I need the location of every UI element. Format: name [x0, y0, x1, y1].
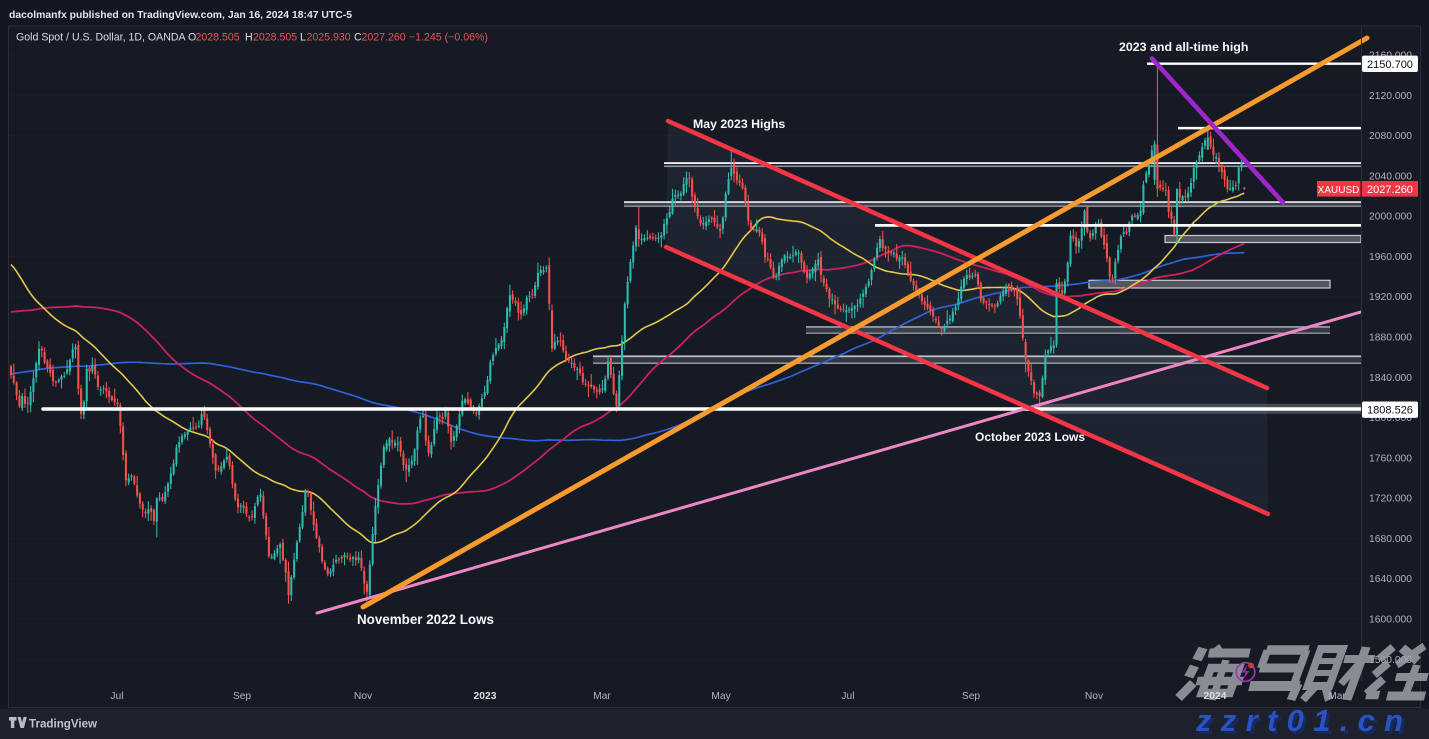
svg-text:1680.000: 1680.000 [1369, 534, 1412, 545]
svg-text:XAUUSD: XAUUSD [1318, 185, 1360, 196]
svg-text:Mar: Mar [1328, 691, 1346, 702]
svg-text:2024: 2024 [1204, 691, 1227, 702]
svg-text:−1.245 (−0.06%): −1.245 (−0.06%) [409, 32, 488, 44]
svg-text:Sep: Sep [233, 691, 252, 702]
svg-text:Nov: Nov [354, 691, 373, 702]
svg-text:Sep: Sep [962, 691, 981, 702]
svg-text:H: H [245, 32, 253, 44]
svg-text:1840.000: 1840.000 [1369, 373, 1412, 384]
svg-text:2080.000: 2080.000 [1369, 131, 1412, 142]
svg-text:1808.526: 1808.526 [1367, 405, 1413, 417]
svg-text:2027.260: 2027.260 [1367, 184, 1413, 196]
svg-text:2023 and all-time high: 2023 and all-time high [1119, 40, 1248, 54]
svg-text:2023: 2023 [474, 691, 497, 702]
svg-text:1640.000: 1640.000 [1369, 574, 1412, 585]
svg-text:1960.000: 1960.000 [1369, 252, 1412, 263]
svg-text:O: O [188, 32, 196, 44]
svg-text:2025.930: 2025.930 [307, 32, 351, 44]
svg-text:October 2023 Lows: October 2023 Lows [975, 430, 1085, 444]
svg-text:2028.505: 2028.505 [253, 32, 297, 44]
svg-text:1720.000: 1720.000 [1369, 494, 1412, 505]
svg-text:1920.000: 1920.000 [1369, 292, 1412, 303]
svg-text:zzrt01.cn: zzrt01.cn [1198, 706, 1415, 739]
svg-text:1560.000: 1560.000 [1369, 655, 1412, 666]
svg-text:dacolmanfx published on Tradin: dacolmanfx published on TradingView.com,… [9, 10, 352, 21]
svg-text:1760.000: 1760.000 [1369, 453, 1412, 464]
svg-text:1800.000: 1800.000 [1369, 413, 1412, 424]
svg-text:Jul: Jul [841, 691, 854, 702]
svg-text:1880.000: 1880.000 [1369, 333, 1412, 344]
svg-text:Nov: Nov [1085, 691, 1104, 702]
svg-text:May 2023 Highs: May 2023 Highs [693, 117, 785, 131]
svg-text:2028.505: 2028.505 [196, 32, 240, 44]
svg-text:May: May [711, 691, 731, 702]
svg-text:zzrt01.cn: zzrt01.cn [1195, 703, 1412, 738]
svg-text:2000.000: 2000.000 [1369, 212, 1412, 223]
svg-text:Mar: Mar [593, 691, 611, 702]
svg-text:Gold Spot / U.S. Dollar, 1D, O: Gold Spot / U.S. Dollar, 1D, OANDA [16, 32, 186, 44]
svg-text:2040.000: 2040.000 [1369, 171, 1412, 182]
svg-text:2150.700: 2150.700 [1367, 59, 1413, 71]
svg-text:Jul: Jul [110, 691, 123, 702]
svg-text:L: L [300, 32, 306, 44]
svg-text:TradingView: TradingView [29, 718, 98, 731]
svg-text:2120.000: 2120.000 [1369, 91, 1412, 102]
svg-text:November 2022 Lows: November 2022 Lows [357, 612, 494, 627]
svg-text:2027.260: 2027.260 [362, 32, 406, 44]
svg-text:1600.000: 1600.000 [1369, 615, 1412, 626]
svg-text:C: C [354, 32, 362, 44]
